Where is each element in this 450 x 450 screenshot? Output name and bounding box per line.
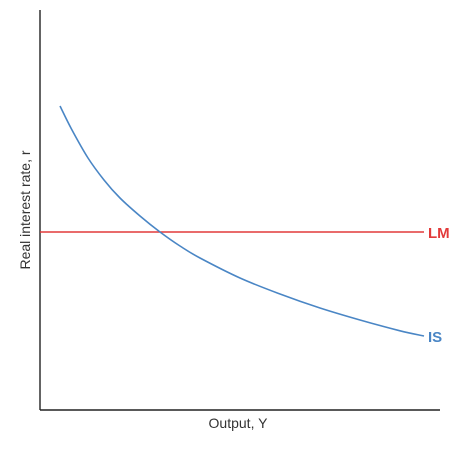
series-layer: LM IS xyxy=(40,105,450,346)
lm-curve-label: LM xyxy=(428,225,450,242)
y-axis-title: Real interest rate, r xyxy=(17,150,33,269)
is-curve xyxy=(59,105,425,337)
is-curve-label: IS xyxy=(428,329,442,346)
x-axis-title: Output, Y xyxy=(209,415,269,431)
